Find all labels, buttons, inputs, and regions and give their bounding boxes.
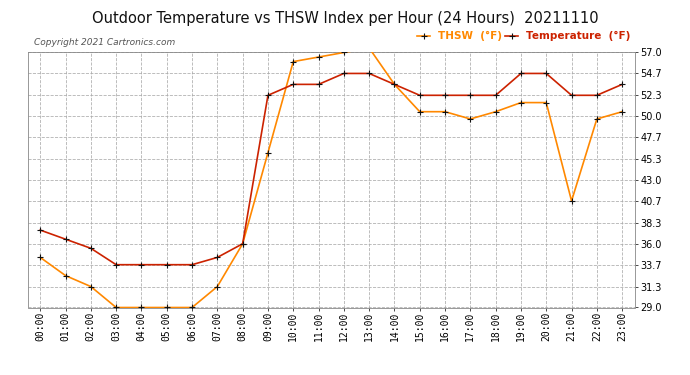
Temperature  (°F) bbox=[315, 82, 323, 87]
Temperature  (°F) bbox=[339, 71, 348, 76]
THSW  (°F) bbox=[391, 82, 399, 87]
Text: Outdoor Temperature vs THSW Index per Hour (24 Hours)  20211110: Outdoor Temperature vs THSW Index per Ho… bbox=[92, 11, 598, 26]
THSW  (°F) bbox=[137, 305, 146, 310]
THSW  (°F) bbox=[264, 150, 272, 155]
THSW  (°F) bbox=[517, 100, 525, 105]
THSW  (°F) bbox=[36, 255, 44, 260]
THSW  (°F) bbox=[188, 305, 196, 310]
THSW  (°F) bbox=[87, 284, 95, 289]
THSW  (°F) bbox=[441, 110, 449, 114]
Legend: THSW  (°F), Temperature  (°F): THSW (°F), Temperature (°F) bbox=[413, 27, 635, 45]
THSW  (°F) bbox=[365, 46, 373, 50]
THSW  (°F) bbox=[61, 273, 70, 278]
Temperature  (°F) bbox=[213, 255, 221, 260]
Temperature  (°F) bbox=[391, 82, 399, 87]
Temperature  (°F) bbox=[466, 93, 475, 98]
Temperature  (°F) bbox=[491, 93, 500, 98]
THSW  (°F) bbox=[466, 117, 475, 121]
THSW  (°F) bbox=[315, 55, 323, 59]
Line: THSW  (°F): THSW (°F) bbox=[37, 45, 625, 310]
Temperature  (°F) bbox=[137, 262, 146, 267]
THSW  (°F) bbox=[415, 110, 424, 114]
THSW  (°F) bbox=[618, 110, 627, 114]
Temperature  (°F) bbox=[289, 82, 297, 87]
Temperature  (°F) bbox=[264, 93, 272, 98]
THSW  (°F) bbox=[163, 305, 171, 310]
Temperature  (°F) bbox=[593, 93, 601, 98]
Line: Temperature  (°F): Temperature (°F) bbox=[37, 70, 625, 267]
Temperature  (°F) bbox=[517, 71, 525, 76]
Temperature  (°F) bbox=[542, 71, 551, 76]
Temperature  (°F) bbox=[365, 71, 373, 76]
Temperature  (°F) bbox=[87, 246, 95, 250]
Text: Copyright 2021 Cartronics.com: Copyright 2021 Cartronics.com bbox=[34, 38, 175, 47]
Temperature  (°F) bbox=[112, 262, 120, 267]
Temperature  (°F) bbox=[188, 262, 196, 267]
Temperature  (°F) bbox=[567, 93, 575, 98]
THSW  (°F) bbox=[567, 199, 575, 203]
Temperature  (°F) bbox=[239, 242, 247, 246]
THSW  (°F) bbox=[213, 284, 221, 289]
Temperature  (°F) bbox=[618, 82, 627, 87]
Temperature  (°F) bbox=[163, 262, 171, 267]
THSW  (°F) bbox=[542, 100, 551, 105]
THSW  (°F) bbox=[491, 110, 500, 114]
Temperature  (°F) bbox=[61, 237, 70, 242]
Temperature  (°F) bbox=[441, 93, 449, 98]
THSW  (°F) bbox=[339, 50, 348, 55]
THSW  (°F) bbox=[289, 59, 297, 64]
THSW  (°F) bbox=[112, 305, 120, 310]
Temperature  (°F) bbox=[36, 228, 44, 232]
THSW  (°F) bbox=[239, 242, 247, 246]
Temperature  (°F) bbox=[415, 93, 424, 98]
THSW  (°F) bbox=[593, 117, 601, 121]
